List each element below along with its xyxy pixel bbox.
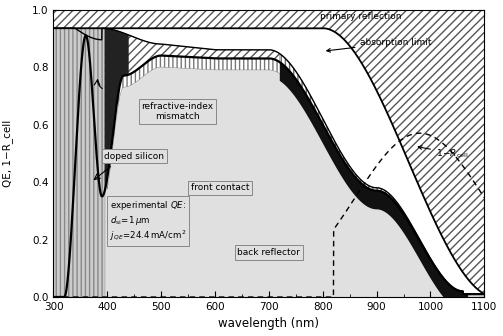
Text: experimental $QE$:
$d_{\mathrm{si}}\!=\!1\,\mu$m
$j_{QE}\!=\!24.4\,$mA/cm$^2$: experimental $QE$: $d_{\mathrm{si}}\!=\!… <box>110 199 186 243</box>
Text: doped silicon: doped silicon <box>104 152 164 161</box>
Text: absorption limit: absorption limit <box>327 38 432 52</box>
Text: refractive-index
mismatch: refractive-index mismatch <box>141 102 213 121</box>
Text: back reflector: back reflector <box>237 248 300 257</box>
Text: front contact: front contact <box>191 183 249 192</box>
Text: $1\!-\!R_{\mathrm{cell}}$: $1\!-\!R_{\mathrm{cell}}$ <box>418 146 468 160</box>
Text: primary reflection: primary reflection <box>320 12 401 21</box>
Y-axis label: QE, 1−R_cell: QE, 1−R_cell <box>2 120 13 187</box>
X-axis label: wavelength (nm): wavelength (nm) <box>218 318 319 330</box>
